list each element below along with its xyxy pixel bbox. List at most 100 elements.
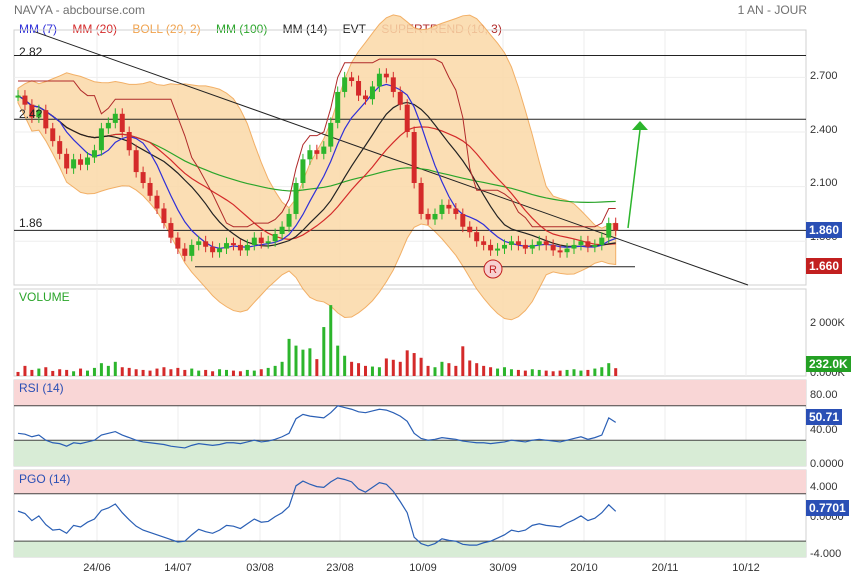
volume-bar — [343, 355, 347, 376]
volume-bar — [99, 363, 103, 376]
candle — [43, 110, 49, 129]
volume-bar — [593, 368, 597, 376]
date-tick: 10/09 — [409, 562, 437, 574]
candle — [571, 244, 577, 249]
candle — [293, 183, 299, 214]
r-marker-label: R — [489, 264, 497, 276]
candle — [467, 226, 473, 233]
volume-bar — [231, 370, 235, 376]
pgo-upper-zone — [14, 470, 806, 494]
rsi-overbought-zone — [14, 380, 806, 406]
candle — [439, 204, 445, 214]
candle — [182, 248, 188, 256]
volume-bar — [266, 367, 270, 376]
bollinger-band — [17, 14, 617, 321]
volume-bar — [398, 361, 402, 376]
volume-bar — [30, 369, 34, 376]
candle — [502, 244, 507, 249]
volume-bar — [225, 369, 228, 376]
candle — [383, 73, 389, 78]
volume-badge: 232.0K — [806, 356, 851, 372]
volume-title: VOLUME — [19, 290, 70, 304]
candle — [98, 128, 104, 151]
price-badge: 1.860 — [806, 222, 843, 238]
candle — [119, 113, 125, 132]
candle — [592, 244, 598, 247]
legend-mm20: MM (20) — [72, 22, 118, 36]
level-low: 1.86 — [19, 216, 43, 230]
volume-bar — [440, 361, 444, 376]
pgo-tick: 4.000 — [810, 481, 838, 493]
candle — [244, 244, 250, 251]
volume-bar — [447, 363, 451, 376]
candle — [112, 113, 118, 123]
candle — [175, 237, 181, 249]
pgo-title: PGO (14) — [19, 472, 71, 486]
volume-bar — [37, 368, 41, 376]
rsi-tick: 0.0000 — [810, 458, 844, 470]
volume-bar — [572, 369, 576, 376]
candle — [217, 248, 223, 253]
legend-evt: EVT — [342, 22, 367, 36]
volume-bar — [614, 368, 618, 376]
date-tick: 23/08 — [326, 562, 354, 574]
volume-bar — [204, 369, 208, 376]
volume-bar — [357, 363, 361, 376]
volume-bar — [607, 363, 611, 376]
volume-bar — [44, 367, 48, 376]
legend-mm100: MM (100) — [215, 22, 268, 36]
volume-bar — [141, 369, 145, 376]
date-tick: 20/10 — [570, 562, 598, 574]
candle — [460, 213, 466, 227]
date-tick: 30/09 — [489, 562, 517, 574]
volume-bar — [405, 350, 409, 376]
mm14-line — [17, 95, 616, 248]
candle — [78, 159, 84, 165]
candle — [307, 150, 313, 160]
candle — [50, 128, 56, 142]
volume-bar — [190, 368, 194, 376]
trend-line — [34, 31, 749, 286]
volume-bar — [294, 345, 298, 376]
volume-bar — [51, 370, 55, 376]
candle — [29, 104, 35, 118]
volume-bar — [350, 361, 354, 376]
volume-bar — [86, 370, 89, 376]
volume-bar — [92, 367, 96, 376]
volume-bar — [23, 365, 27, 376]
candle — [543, 241, 549, 245]
volume-bar — [530, 369, 534, 376]
candle — [446, 204, 452, 209]
candle — [599, 237, 605, 245]
volume-bar — [489, 367, 493, 376]
candle — [363, 95, 368, 100]
volume-bar — [329, 305, 333, 376]
candle — [196, 241, 202, 245]
volume-bar — [322, 327, 326, 376]
r-marker — [483, 259, 503, 279]
candle — [578, 241, 584, 245]
volume-bar — [65, 369, 69, 376]
candle — [356, 81, 362, 96]
volume-bar — [586, 369, 590, 376]
volume-bar — [482, 365, 486, 376]
candle — [411, 132, 417, 183]
volume-bar — [134, 369, 138, 376]
candle — [210, 246, 216, 253]
candle — [522, 244, 528, 249]
candle — [390, 77, 396, 92]
candle — [328, 122, 334, 147]
candle — [314, 150, 320, 154]
candle — [57, 141, 63, 154]
candle — [147, 183, 153, 196]
volume-bar — [565, 369, 569, 376]
candle — [189, 244, 195, 256]
candle — [272, 234, 278, 242]
candle — [349, 77, 355, 81]
rsi-badge: 50.71 — [806, 409, 843, 425]
candle — [495, 248, 501, 251]
candle — [321, 146, 327, 154]
level-mid: 2.4? — [19, 107, 43, 121]
volume-bar — [503, 367, 506, 376]
